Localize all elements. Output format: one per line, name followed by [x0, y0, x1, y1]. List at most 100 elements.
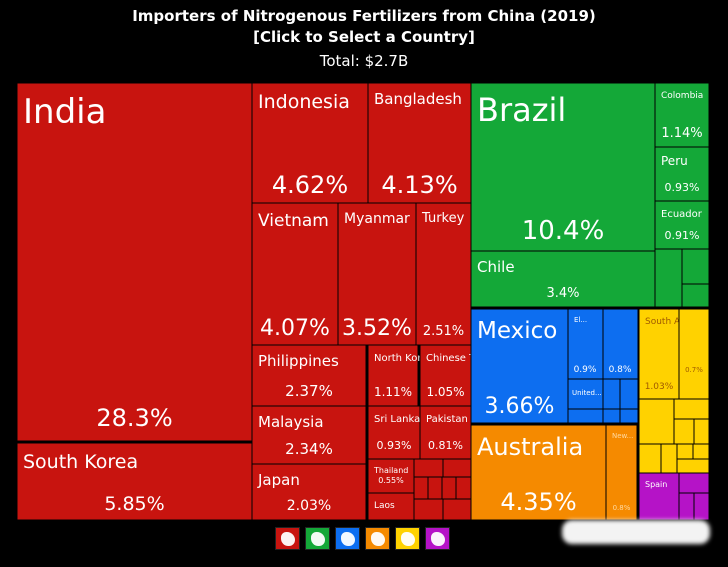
small-tile-16[interactable] [692, 443, 710, 460]
small-tile-0[interactable] [567, 308, 604, 380]
africa-glyph [401, 532, 415, 546]
tile-value-africa-small: 0.7% [685, 366, 703, 374]
tile-value-sri-lanka: 0.93% [377, 439, 412, 452]
small-tile-14[interactable] [660, 443, 678, 474]
small-tile-24[interactable] [413, 458, 444, 478]
tile-vietnam[interactable] [251, 202, 339, 346]
tile-bangladesh[interactable] [367, 82, 472, 204]
tile-label-spain: Spain [645, 480, 667, 489]
tile-value-chinese-taipei: 1.05% [426, 385, 464, 399]
small-tile-30[interactable] [413, 498, 444, 521]
tile-north-korea[interactable] [367, 344, 419, 407]
africa-map-icon[interactable] [395, 527, 420, 550]
small-tile-4[interactable] [619, 378, 639, 410]
tile-value-thailand: 0.55% [378, 476, 404, 485]
tile-value-na-small: 0.8% [609, 365, 632, 375]
tile-value-vietnam: 4.07% [260, 316, 330, 341]
tile-label-colombia: Colombia [661, 91, 703, 101]
tile-laos[interactable] [367, 492, 415, 521]
small-tile-10[interactable] [673, 398, 710, 420]
small-tile-25[interactable] [442, 458, 472, 478]
tile-label-india: India [23, 92, 106, 132]
tile-peru[interactable] [654, 146, 710, 202]
tile-label-chile: Chile [477, 258, 515, 276]
asia-map-icon[interactable] [275, 527, 300, 550]
small-tile-27[interactable] [427, 476, 443, 500]
tile-india[interactable] [16, 82, 253, 442]
small-tile-6[interactable] [602, 408, 621, 424]
small-tile-19[interactable] [678, 492, 695, 521]
small-tile-8[interactable] [678, 308, 710, 400]
small-tile-1[interactable] [602, 308, 639, 380]
asia-glyph [281, 532, 295, 546]
small-tile-26[interactable] [413, 476, 429, 500]
tile-malaysia[interactable] [251, 405, 367, 465]
tile-chile[interactable] [470, 250, 656, 308]
tile-philippines[interactable] [251, 344, 367, 407]
south-america-map-icon[interactable] [305, 527, 330, 550]
tile-label-brazil: Brazil [477, 91, 566, 129]
small-tile-12[interactable] [693, 418, 710, 445]
tile-turkey[interactable] [415, 202, 472, 346]
small-tile-18[interactable] [678, 472, 710, 494]
tile-south-korea[interactable] [16, 442, 253, 521]
tile-label-australia: Australia [477, 433, 583, 461]
small-tile-7[interactable] [619, 408, 639, 424]
small-tile-22[interactable] [681, 248, 710, 285]
tile-pakistan[interactable] [419, 405, 472, 460]
small-tile-21[interactable] [654, 248, 683, 308]
north-america-glyph [341, 532, 355, 546]
small-tile-5[interactable] [567, 408, 604, 424]
tile-label-south-korea: South Korea [23, 451, 138, 473]
tile-label-laos: Laos [374, 501, 395, 511]
tile-value-philippines: 2.37% [285, 382, 333, 400]
tile-value-new: 0.8% [613, 504, 631, 512]
small-tile-29[interactable] [455, 476, 472, 500]
tile-label-ecuador: Ecuador [661, 209, 703, 220]
small-tile-31[interactable] [442, 498, 472, 521]
north-america-map-icon[interactable] [335, 527, 360, 550]
region-legend [275, 527, 450, 550]
tile-label-bangladesh: Bangladesh [374, 90, 462, 108]
small-tile-2[interactable] [567, 378, 604, 410]
tile-value-peru: 0.93% [665, 181, 700, 194]
tile-label-japan: Japan [257, 471, 300, 489]
tile-brazil[interactable] [470, 82, 656, 252]
tile-label-new: New... [612, 432, 633, 440]
tile-australia[interactable] [470, 424, 607, 521]
europe-map-icon[interactable] [425, 527, 450, 550]
tile-label-south-africa: South Africa [645, 317, 700, 327]
chart-subtitle[interactable]: [Click to Select a Country] [253, 28, 475, 46]
small-tile-3[interactable] [602, 378, 621, 410]
tile-value-brazil: 10.4% [522, 216, 605, 246]
tile-label-turkey: Turkey [421, 211, 465, 226]
tile-value-indonesia: 4.62% [272, 171, 348, 199]
tile-mexico[interactable] [470, 308, 569, 424]
tile-value-colombia: 1.14% [661, 126, 702, 141]
small-tile-9[interactable] [638, 398, 675, 445]
tile-label-peru: Peru [661, 154, 688, 168]
tile-myanmar[interactable] [337, 202, 417, 346]
tile-value-south-africa: 1.03% [645, 382, 674, 392]
tile-label-indonesia: Indonesia [258, 91, 350, 113]
small-tile-23[interactable] [681, 283, 710, 308]
tile-value-north-korea: 1.11% [374, 385, 412, 399]
small-tile-28[interactable] [441, 476, 457, 500]
tile-new[interactable] [605, 424, 638, 521]
oceania-glyph [371, 532, 385, 546]
tile-label-united: United... [572, 389, 602, 397]
tile-label-malaysia: Malaysia [258, 413, 324, 431]
tile-value-australia: 4.35% [500, 488, 576, 516]
oceania-map-icon[interactable] [365, 527, 390, 550]
tile-ecuador[interactable] [654, 200, 710, 250]
tile-japan[interactable] [251, 463, 367, 521]
small-tile-17[interactable] [676, 458, 710, 474]
small-tile-15[interactable] [676, 443, 694, 460]
small-tile-13[interactable] [638, 443, 662, 474]
small-tile-20[interactable] [693, 492, 710, 521]
small-tile-11[interactable] [673, 418, 695, 445]
tile-value-chile: 3.4% [546, 286, 579, 301]
tile-value-malaysia: 2.34% [285, 440, 333, 458]
tile-thailand[interactable] [367, 458, 415, 494]
